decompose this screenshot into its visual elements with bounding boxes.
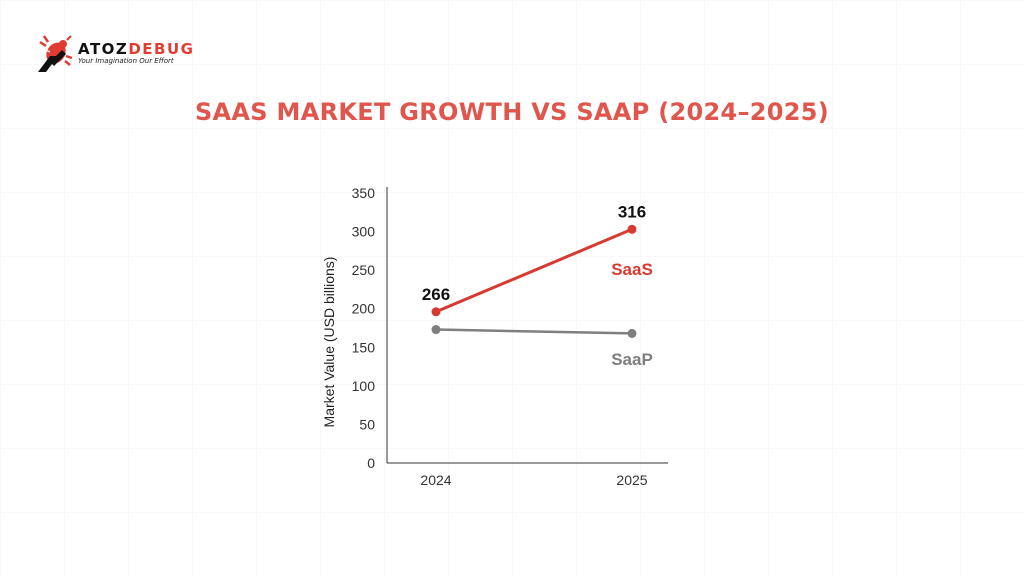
- brand-name-part2: DEBUG: [128, 39, 195, 58]
- bug-logo-icon: [36, 34, 74, 74]
- brand-logo[interactable]: ATOZDEBUG Your Imagination Our Effort: [36, 34, 194, 74]
- series-line-saap: [435, 328, 633, 335]
- data-point-saas: [431, 307, 441, 317]
- data-point-saap: [431, 325, 441, 335]
- y-axis-label: Market Value (USD billions): [321, 257, 337, 428]
- y-tick-label: 150: [352, 339, 376, 355]
- brand-name: ATOZDEBUG: [78, 41, 194, 57]
- data-point-saas: [627, 224, 637, 234]
- data-label: 316: [618, 202, 646, 221]
- y-tick-label: 0: [367, 455, 375, 471]
- x-tick-label: 2024: [420, 472, 451, 488]
- y-tick-label: 300: [352, 224, 376, 240]
- x-tick-label: 2025: [616, 472, 647, 488]
- y-tick-label: 100: [352, 378, 376, 394]
- series-label: SaaP: [611, 350, 653, 369]
- y-tick-label: 350: [352, 185, 376, 201]
- y-tick-label: 250: [352, 262, 376, 278]
- chart-title: SAAS MARKET GROWTH VS SAAP (2024–2025): [194, 98, 830, 126]
- data-label: 266: [422, 285, 450, 304]
- brand-tagline: Your Imagination Our Effort: [78, 56, 174, 65]
- y-tick-label: 50: [359, 416, 375, 432]
- data-point-saap: [627, 328, 637, 338]
- y-tick-label: 200: [352, 301, 376, 317]
- series-label: SaaS: [611, 260, 653, 279]
- series-line-saas: [435, 227, 633, 314]
- brand-name-part1: ATOZ: [78, 39, 129, 58]
